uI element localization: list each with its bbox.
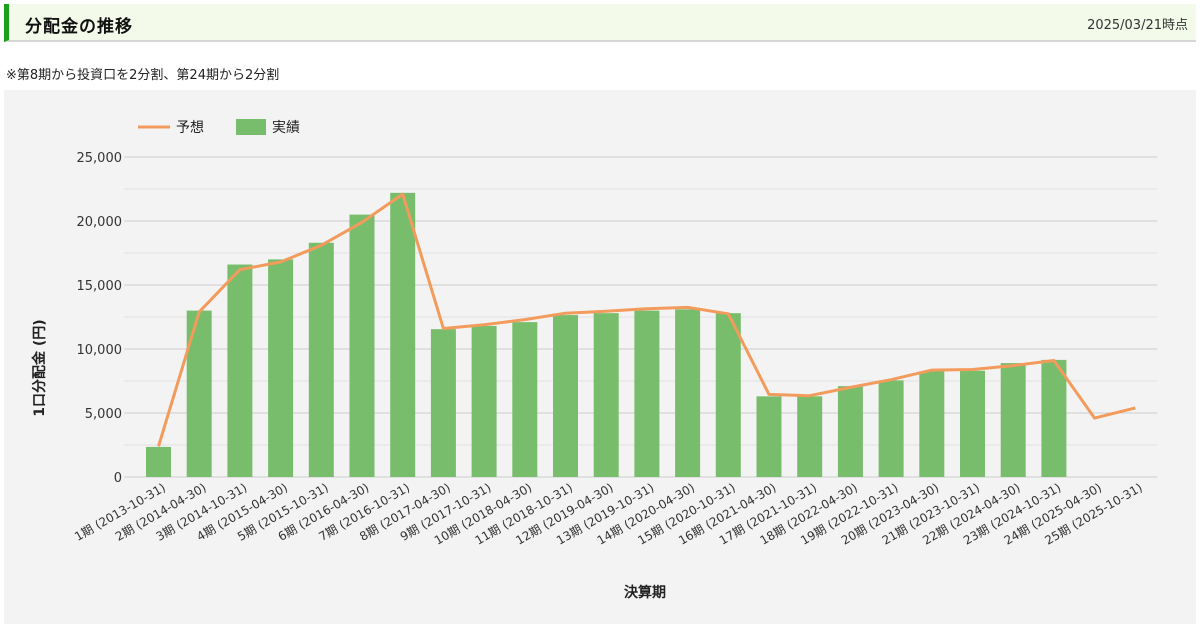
section-title: 分配金の推移 [25,17,133,37]
actual-bar [634,310,660,477]
x-axis-ticks: 1期 (2013-10-31)2期 (2014-04-30)3期 (2014-1… [72,480,1145,547]
actual-bar [960,370,985,477]
actual-bar [715,313,741,477]
legend-forecast-label: 予想 [176,120,204,136]
actual-bar [349,214,375,477]
actual-bar [390,192,416,477]
y-axis-ticks: 25,000 20,000 15,000 10,000 5,000 0 [77,151,123,486]
y-axis-title: 1口分配金 (円) [31,319,48,416]
actual-bar [227,264,253,477]
actual-bar [837,386,863,477]
actual-bar [593,313,619,477]
distribution-chart: 25,000 20,000 15,000 10,000 5,000 0 1期 (2013-… [31,119,1157,601]
y-tick-label: 15,000 [77,279,123,294]
y-tick-label: 20,000 [77,215,123,230]
actual-bar [878,380,904,477]
y-tick-label: 10,000 [77,343,123,358]
actual-bar [268,259,294,477]
actual-bar [756,396,782,477]
actual-bar [308,242,334,477]
forecast-series-line [157,192,1136,447]
actual-bar [512,322,538,477]
chart-area: 25,000 20,000 15,000 10,000 5,000 0 1期 (2013-… [4,90,1196,624]
actual-bar [553,315,578,477]
y-tick-label: 0 [114,471,122,486]
forecast-line [157,192,1136,447]
actual-bar [146,446,171,477]
actual-bar [797,396,823,477]
section-header: 分配金の推移 2025/03/21時点 [4,4,1196,42]
legend-actual-label: 実績 [272,120,300,136]
legend: 予想 実績 [138,119,300,136]
split-note: ※第8期から投資口を2分割、第24期から2分割 [6,68,280,83]
actual-bar [186,310,212,477]
actual-bar [471,325,497,477]
actual-bar [675,309,701,477]
actual-bar [1000,363,1026,477]
actual-bar [430,329,456,477]
actual-bar [919,371,945,477]
legend-actual-swatch [236,119,266,135]
y-tick-label: 5,000 [85,407,122,422]
y-tick-label: 25,000 [77,151,123,166]
actual-bars [146,192,1067,477]
actual-bar [1041,359,1067,477]
as-of-date: 2025/03/21時点 [1087,18,1188,33]
x-axis-title: 決算期 [624,584,666,601]
